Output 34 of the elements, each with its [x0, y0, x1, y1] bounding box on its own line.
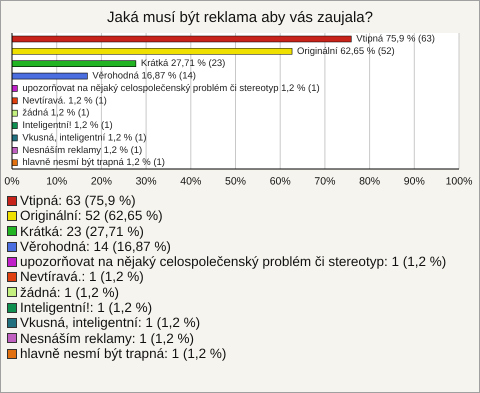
legend-label: upozorňovat na nějaký celospolečenský problém či stereotyp: 1 (1,2 %) — [20, 254, 446, 270]
x-tick-label: 30% — [136, 175, 157, 188]
x-tick-label: 10% — [46, 175, 68, 188]
data-label: Krátká 27,71 % (23) — [140, 58, 226, 70]
data-label: Inteligentní! 1,2 % (1) — [22, 120, 113, 132]
chart-title: Jaká musí být reklama aby vás zaujala? — [106, 9, 374, 26]
legend-label: Vkusná, inteligentní: 1 (1,2 %) — [20, 315, 200, 331]
data-label: upozorňovat na nějaký celospolečenský problém či stereotyp 1,2 % (1) — [22, 82, 320, 94]
data-label: Nevtíravá. 1,2 % (1) — [22, 95, 107, 106]
x-tick-label: 70% — [314, 175, 336, 188]
data-label: Originální 62,65 % (52) — [297, 46, 395, 57]
x-tick-label: 40% — [180, 175, 202, 188]
data-label: Vtipná 75,9 % (63) — [356, 34, 435, 44]
x-tick-label: 0% — [4, 175, 20, 188]
legend-label: hlavně nesmí být trapná: 1 (1,2 %) — [20, 346, 226, 362]
data-label: Vkusná, inteligentní 1,2 % (1) — [22, 132, 146, 144]
x-tick-label: 20% — [90, 175, 112, 188]
legend-label: Nevtíravá.: 1 (1,2 %) — [20, 269, 144, 285]
legend-label: Věrohodná: 14 (16,87 %) — [20, 238, 171, 254]
x-tick-label: 90% — [404, 175, 425, 188]
data-label: hlavně nesmí být trapná 1,2 % (1) — [22, 157, 165, 168]
data-label: Věrohodná 16,87 % (14) — [92, 70, 196, 82]
x-tick-label: 100% — [446, 175, 472, 188]
data-label: Nesnáším reklamy 1,2 % (1) — [22, 144, 142, 156]
legend-label: žádná: 1 (1,2 %) — [20, 284, 120, 300]
x-tick-label: 50% — [224, 175, 246, 188]
x-tick-label: 60% — [270, 175, 291, 188]
legend-label: Krátká: 23 (27,71 %) — [20, 224, 144, 239]
legend-label: Nesnáším reklamy: 1 (1,2 %) — [20, 330, 194, 346]
x-tick-label: 80% — [359, 175, 380, 188]
legend-label: Originální: 52 (62,65 %) — [20, 208, 163, 224]
legend-label: Vtipná: 63 (75,9 %) — [20, 193, 136, 208]
legend-label: Inteligentní!: 1 (1,2 %) — [20, 300, 152, 316]
data-label: žádná 1,2 % (1) — [22, 108, 90, 119]
